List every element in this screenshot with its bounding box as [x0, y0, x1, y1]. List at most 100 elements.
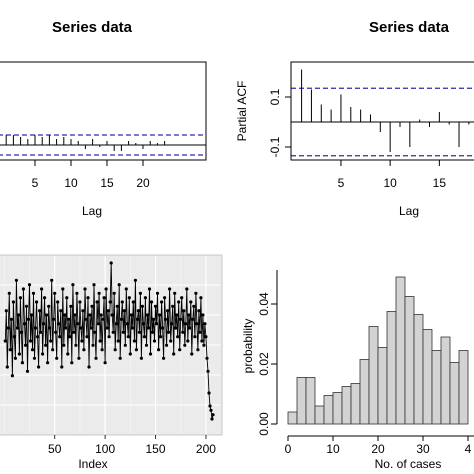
series-point: [91, 343, 95, 347]
series-point: [186, 339, 190, 343]
series-point: [109, 261, 113, 265]
acf-x-tick-label: 10: [64, 176, 78, 190]
series-point: [98, 339, 102, 343]
pacf-panel: Series data 5 10 15 0.1 -0.1 Partial ACF La…: [235, 19, 474, 218]
series-point: [64, 326, 68, 330]
series-point: [56, 300, 60, 304]
series-point: [151, 317, 156, 321]
series-point: [61, 287, 65, 291]
series-point: [200, 339, 204, 343]
series-point: [139, 356, 143, 360]
series-point: [78, 300, 82, 304]
series-point: [89, 326, 93, 330]
series-point: [83, 287, 87, 291]
series-point: [84, 317, 88, 321]
series-point: [8, 348, 12, 352]
series-point: [33, 326, 38, 330]
series-point: [73, 313, 77, 317]
series-point: [143, 296, 147, 300]
series-point: [158, 313, 162, 317]
series-point: [87, 365, 91, 369]
histogram-x-ticks: 0 10 20 30 4: [285, 436, 472, 456]
series-point: [182, 309, 186, 313]
histogram-bar: [368, 326, 379, 425]
series-point: [7, 291, 11, 295]
histogram-bar: [332, 392, 343, 425]
series-point: [157, 348, 161, 352]
series-point: [48, 326, 52, 330]
series-point: [82, 348, 86, 352]
series-point: [18, 296, 22, 300]
histogram-bar: [395, 276, 406, 425]
series-point: [45, 313, 49, 317]
series-point: [119, 317, 123, 321]
histogram-bar: [386, 311, 397, 425]
series-point: [127, 296, 131, 300]
pacf-y-tick-label: 0.1: [268, 88, 282, 105]
series-point: [113, 348, 117, 352]
series-point: [210, 417, 214, 421]
series-point: [207, 391, 211, 395]
series-point: [176, 335, 180, 339]
series-point: [55, 356, 59, 360]
series-point: [19, 330, 23, 334]
series-point: [190, 352, 194, 356]
series-point: [71, 283, 75, 287]
series-point: [147, 287, 152, 291]
pacf-x-tick-label: 10: [383, 176, 397, 190]
series-point: [162, 356, 166, 360]
series-point: [30, 348, 35, 352]
series-point: [36, 335, 40, 339]
series-point: [6, 326, 10, 330]
series-point: [75, 291, 79, 295]
series-point: [201, 313, 205, 317]
histogram-x-tick-label: 30: [416, 442, 430, 456]
pacf-y-label: Partial ACF: [235, 81, 249, 142]
acf-x-tick-label: 15: [100, 176, 114, 190]
series-point: [120, 300, 124, 304]
series-point: [171, 304, 175, 308]
series-point: [40, 287, 44, 291]
histogram-y-tick-label: 0.00: [257, 412, 271, 436]
series-point: [43, 296, 47, 300]
series-point: [96, 322, 100, 326]
acf-x-label: Lag: [82, 204, 102, 218]
series-point: [184, 322, 188, 326]
series-point: [16, 313, 20, 317]
series-point: [175, 313, 179, 317]
series-point: [128, 352, 132, 356]
series-point: [74, 343, 78, 347]
series-point: [76, 322, 80, 326]
series-point: [152, 339, 157, 343]
series-point: [155, 291, 160, 295]
series-point: [4, 309, 8, 313]
histogram-bars: [287, 276, 469, 425]
series-x-tick-label: 100: [95, 442, 115, 456]
series-point: [130, 326, 134, 330]
series-point: [81, 309, 85, 313]
series-point: [101, 317, 105, 321]
series-point: [59, 309, 63, 313]
pacf-plot-frame: [290, 61, 474, 161]
series-point: [161, 326, 165, 330]
series-point: [180, 296, 184, 300]
series-point: [67, 317, 71, 321]
series-point: [15, 326, 19, 330]
histogram-bar: [305, 377, 316, 425]
histogram-bar: [440, 336, 451, 425]
histogram-bar: [341, 386, 352, 425]
series-point: [114, 322, 118, 326]
series-point: [69, 304, 73, 308]
series-point: [135, 317, 139, 321]
series-point: [202, 343, 206, 347]
series-point: [57, 322, 61, 326]
series-point: [63, 313, 67, 317]
series-point: [60, 365, 64, 369]
series-point: [118, 356, 122, 360]
series-x-label: Index: [78, 457, 107, 471]
series-point: [103, 361, 107, 365]
histogram-bar: [296, 377, 307, 425]
series-point: [121, 330, 125, 334]
pacf-y-ticks: 0.1 -0.1: [268, 72, 292, 157]
series-point: [24, 304, 29, 308]
